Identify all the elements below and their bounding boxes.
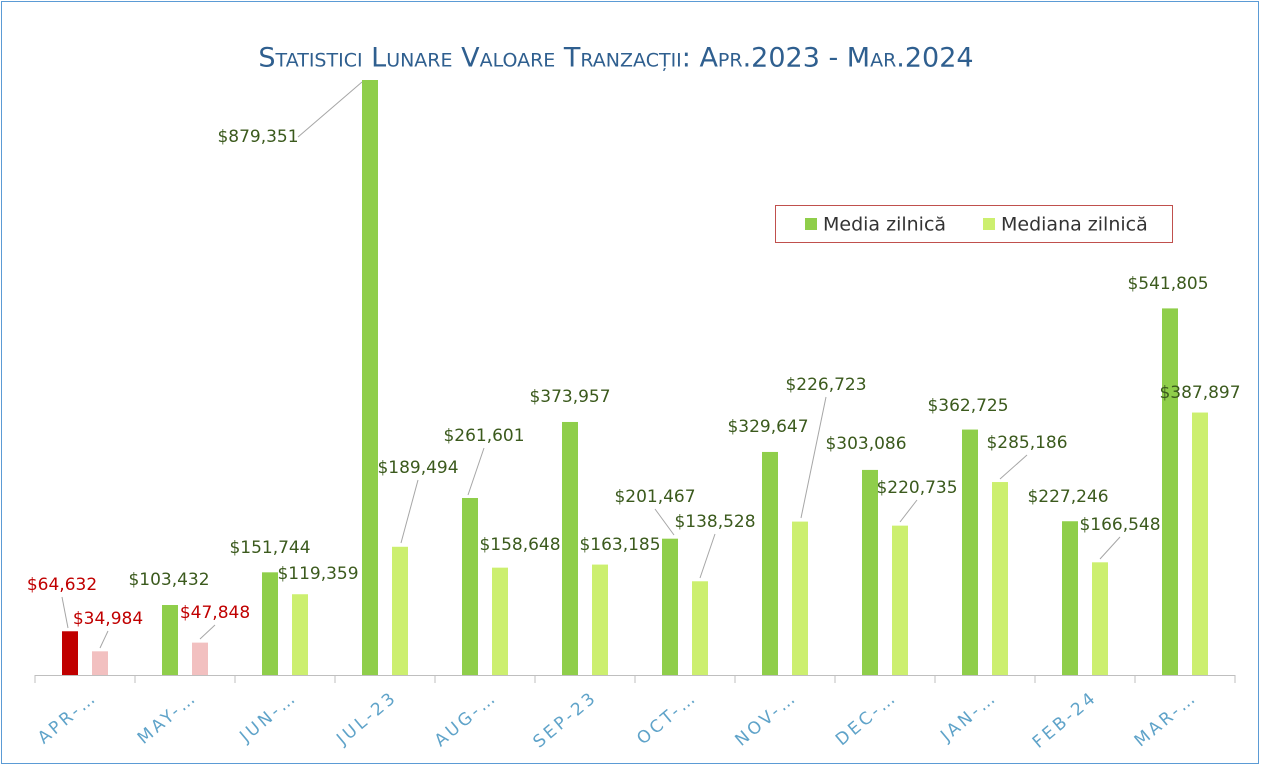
data-label: $220,735 <box>876 478 957 498</box>
legend-label: Mediana zilnică <box>1001 214 1148 236</box>
bar <box>262 572 278 675</box>
leader-line <box>654 508 675 536</box>
bar <box>962 429 978 675</box>
bar <box>62 631 78 675</box>
data-label: $303,086 <box>825 434 906 454</box>
data-label: $201,467 <box>614 487 695 507</box>
data-label: $879,351 <box>217 127 298 147</box>
leader-line <box>999 454 1028 480</box>
bar <box>892 525 908 675</box>
leader-line <box>199 624 216 640</box>
bar <box>792 521 808 675</box>
leader-line <box>899 499 918 523</box>
bar <box>92 651 108 675</box>
data-label: $166,548 <box>1079 515 1160 535</box>
bar <box>392 546 408 675</box>
bar <box>192 642 208 675</box>
data-label: $261,601 <box>443 426 524 446</box>
leader-line <box>61 596 69 629</box>
data-label: $158,648 <box>479 535 560 555</box>
leader-line <box>297 81 363 138</box>
bar <box>1192 412 1208 675</box>
bar <box>162 605 178 675</box>
bar <box>492 567 508 675</box>
data-label: $541,805 <box>1127 274 1208 294</box>
data-label: $362,725 <box>927 396 1008 416</box>
data-label: $151,744 <box>229 538 310 558</box>
data-label: $64,632 <box>27 575 97 595</box>
bar <box>462 497 478 675</box>
bar <box>1162 308 1178 675</box>
legend-swatch <box>983 218 995 230</box>
bar <box>992 482 1008 675</box>
data-label: $47,848 <box>180 603 250 623</box>
chart-title: Statistici Lunare Valoare Tranzacții: Ap… <box>258 43 973 74</box>
data-label: $103,432 <box>128 570 209 590</box>
bar <box>662 538 678 675</box>
data-label: $119,359 <box>277 564 358 584</box>
bar <box>692 581 708 675</box>
data-label: $226,723 <box>785 375 866 395</box>
leader-line <box>467 447 485 496</box>
bar <box>1062 521 1078 675</box>
bar <box>1092 562 1108 675</box>
legend-label: Media zilnică <box>823 214 946 236</box>
data-label: $227,246 <box>1027 487 1108 507</box>
leader-line <box>99 630 109 649</box>
bar <box>862 469 878 675</box>
data-label: $387,897 <box>1159 383 1240 403</box>
leader-line <box>400 479 419 544</box>
bar <box>762 451 778 675</box>
bar <box>562 421 578 675</box>
data-label: $189,494 <box>377 458 458 478</box>
bar <box>592 564 608 675</box>
bar <box>362 80 378 675</box>
data-label: $34,984 <box>73 609 143 629</box>
data-label: $285,186 <box>986 433 1067 453</box>
data-label: $138,528 <box>674 512 755 532</box>
leader-line <box>800 396 827 519</box>
leader-line <box>1099 536 1121 560</box>
legend-box <box>775 205 1173 243</box>
data-label: $329,647 <box>727 417 808 437</box>
legend-swatch <box>805 218 817 230</box>
data-label: $163,185 <box>579 535 660 555</box>
leader-line <box>699 533 716 579</box>
data-label: $373,957 <box>529 387 610 407</box>
bar <box>292 594 308 675</box>
